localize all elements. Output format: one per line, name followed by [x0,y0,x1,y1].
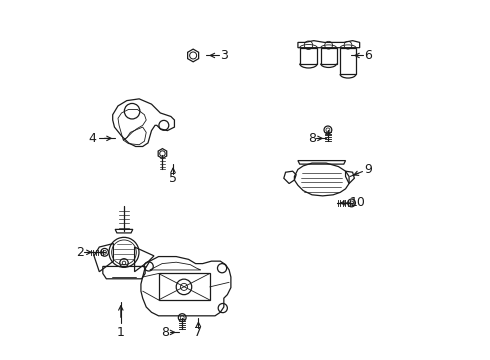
Text: 5: 5 [169,172,177,185]
Text: 7: 7 [195,326,202,339]
Text: 6: 6 [364,49,372,62]
Text: 8: 8 [162,326,170,339]
Text: 4: 4 [89,132,97,145]
Text: 10: 10 [350,197,366,210]
Text: 9: 9 [364,163,372,176]
Text: 1: 1 [117,326,125,339]
Text: 3: 3 [220,49,228,62]
Text: 8: 8 [308,132,316,145]
Text: 2: 2 [76,246,84,259]
